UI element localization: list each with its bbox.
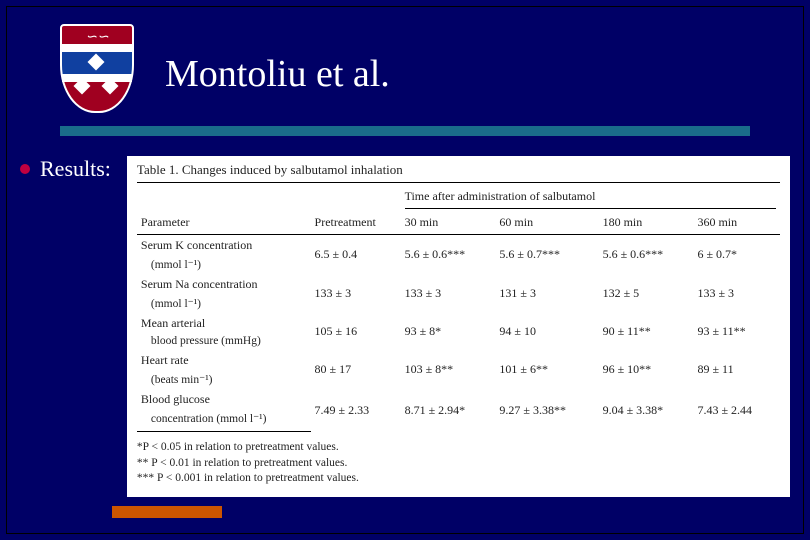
param-unit: (mmol l⁻¹) — [137, 255, 311, 274]
table-column-headers: Parameter Pretreatment 30 min 60 min 180… — [137, 211, 780, 235]
slide-title: Montoliu et al. — [165, 52, 390, 96]
title-underline-bar — [60, 126, 750, 136]
cell: 6 ± 0.7* — [693, 235, 780, 275]
super-header-text: Time after administration of salbutamol — [401, 183, 780, 207]
cell: 96 ± 10** — [599, 350, 694, 389]
table-row: Serum Na concentration 133 ± 3 133 ± 3 1… — [137, 274, 780, 294]
cell: 7.49 ± 2.33 — [311, 389, 401, 432]
cell: 9.27 ± 3.38** — [495, 389, 598, 432]
col-30min: 30 min — [401, 211, 496, 235]
cell: 133 ± 3 — [401, 274, 496, 313]
table-title: Table 1. Changes induced by salbutamol i… — [137, 162, 780, 178]
param-name: Mean arterial — [137, 313, 311, 333]
table-body: Serum K concentration 6.5 ± 0.4 5.6 ± 0.… — [137, 235, 780, 432]
param-unit: (mmol l⁻¹) — [137, 294, 311, 313]
param-name: Blood glucose — [137, 389, 311, 409]
slide-content: Results: Table 1. Changes induced by sal… — [20, 156, 790, 497]
table-footnotes: *P < 0.05 in relation to pretreatment va… — [137, 440, 780, 487]
results-table: Time after administration of salbutamol … — [137, 182, 780, 432]
table-super-header: Time after administration of salbutamol — [137, 183, 780, 207]
col-60min: 60 min — [495, 211, 598, 235]
cell: 93 ± 11** — [693, 313, 780, 350]
cell: 8.71 ± 2.94* — [401, 389, 496, 432]
param-name: Heart rate — [137, 350, 311, 370]
shield-stripe-bot — [62, 74, 132, 82]
cell: 101 ± 6** — [495, 350, 598, 389]
cell: 89 ± 11 — [693, 350, 780, 389]
table-row: Heart rate 80 ± 17 103 ± 8** 101 ± 6** 9… — [137, 350, 780, 370]
results-table-panel: Table 1. Changes induced by salbutamol i… — [127, 156, 790, 497]
cell: 7.43 ± 2.44 — [693, 389, 780, 432]
subrule-line — [405, 208, 776, 209]
cell: 105 ± 16 — [311, 313, 401, 350]
col-360min: 360 min — [693, 211, 780, 235]
param-unit: concentration (mmol l⁻¹) — [137, 409, 311, 432]
footnote: *P < 0.05 in relation to pretreatment va… — [137, 440, 780, 456]
col-parameter: Parameter — [137, 211, 311, 235]
col-180min: 180 min — [599, 211, 694, 235]
cell: 9.04 ± 3.38* — [599, 389, 694, 432]
param-name: Serum K concentration — [137, 235, 311, 256]
shield-body: ∽∽ — [60, 24, 134, 113]
footnote: *** P < 0.001 in relation to pretreatmen… — [137, 471, 780, 487]
cell: 133 ± 3 — [693, 274, 780, 313]
bullet-row: Results: Table 1. Changes induced by sal… — [20, 156, 790, 497]
shield-diamond-icon — [88, 54, 105, 71]
param-name: Serum Na concentration — [137, 274, 311, 294]
cell: 6.5 ± 0.4 — [311, 235, 401, 275]
cell: 80 ± 17 — [311, 350, 401, 389]
cell: 133 ± 3 — [311, 274, 401, 313]
footnote: ** P < 0.01 in relation to pretreatment … — [137, 456, 780, 472]
table-row: Serum K concentration 6.5 ± 0.4 5.6 ± 0.… — [137, 235, 780, 256]
col-pretreatment: Pretreatment — [311, 211, 401, 235]
bullet-icon — [20, 164, 30, 174]
cell: 5.6 ± 0.6*** — [599, 235, 694, 275]
cell: 5.6 ± 0.6*** — [401, 235, 496, 275]
cell: 90 ± 11** — [599, 313, 694, 350]
footer-accent-bar — [112, 506, 222, 518]
penn-shield-logo: ∽∽ — [60, 24, 132, 112]
slide-root: ∽∽ Montoliu et al. Results: Table 1. Cha… — [0, 0, 810, 540]
table-row: Mean arterial 105 ± 16 93 ± 8* 94 ± 10 9… — [137, 313, 780, 333]
shield-stripe-top — [62, 44, 132, 52]
param-unit: (beats min⁻¹) — [137, 370, 311, 389]
bullet-label: Results: — [40, 156, 117, 182]
cell: 131 ± 3 — [495, 274, 598, 313]
table-row: Blood glucose 7.49 ± 2.33 8.71 ± 2.94* 9… — [137, 389, 780, 409]
slide-header: ∽∽ Montoliu et al. — [40, 24, 770, 129]
cell: 103 ± 8** — [401, 350, 496, 389]
cell: 5.6 ± 0.7*** — [495, 235, 598, 275]
cell: 93 ± 8* — [401, 313, 496, 350]
cell: 94 ± 10 — [495, 313, 598, 350]
cell: 132 ± 5 — [599, 274, 694, 313]
param-unit: blood pressure (mmHg) — [137, 333, 311, 350]
